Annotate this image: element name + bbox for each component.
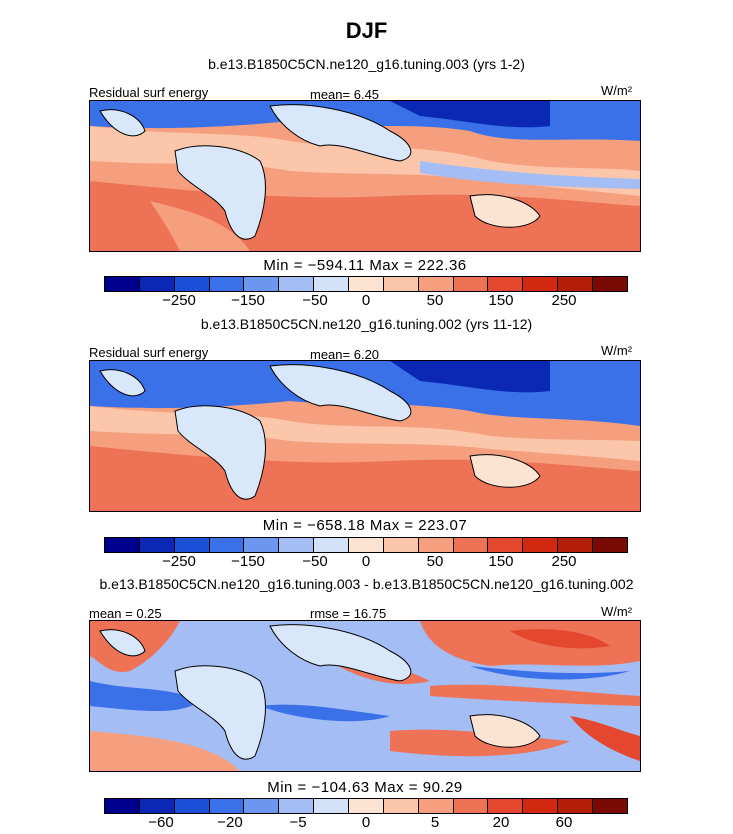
colorbar-swatch bbox=[453, 277, 489, 291]
panel-2-variable-label: Residual surf energy bbox=[89, 345, 209, 360]
panel-1-tick: 0 bbox=[361, 292, 371, 309]
panel-3-map-svg bbox=[90, 621, 640, 771]
panel-3-tick: −20 bbox=[217, 814, 243, 831]
panel-1-tick: −50 bbox=[302, 292, 328, 309]
panel-1-variable-label: Residual surf energy bbox=[89, 85, 209, 100]
colorbar-swatch bbox=[558, 277, 594, 291]
panel-2-tick: 250 bbox=[551, 553, 577, 570]
panel-1-colorbar bbox=[104, 276, 628, 292]
colorbar-swatch bbox=[593, 538, 627, 552]
panel-3-units: W/m² bbox=[601, 604, 633, 619]
colorbar-swatch bbox=[558, 799, 594, 813]
panel-3-tick: 60 bbox=[555, 814, 573, 831]
colorbar-swatch bbox=[383, 538, 419, 552]
colorbar-swatch bbox=[349, 538, 384, 552]
panel-1-map bbox=[89, 100, 641, 252]
panel-2-tick: −50 bbox=[302, 553, 328, 570]
panel-1-tick: 250 bbox=[551, 292, 577, 309]
colorbar-swatch bbox=[105, 277, 140, 291]
colorbar-swatch bbox=[523, 538, 559, 552]
colorbar-swatch bbox=[383, 277, 419, 291]
panel-1-tick: −150 bbox=[231, 292, 265, 309]
panel-1-map-svg bbox=[90, 101, 640, 251]
main-title: DJF bbox=[345, 18, 388, 43]
panel-2-map bbox=[89, 360, 641, 512]
colorbar-swatch bbox=[558, 538, 594, 552]
colorbar-swatch bbox=[523, 277, 559, 291]
colorbar-swatch bbox=[279, 277, 315, 291]
colorbar-swatch bbox=[279, 799, 315, 813]
colorbar-swatch bbox=[244, 799, 280, 813]
colorbar-swatch bbox=[209, 277, 245, 291]
panel-2-mean-label: mean= 6.20 bbox=[310, 347, 380, 362]
panel-3-mean-label: mean = 0.25 bbox=[89, 606, 162, 621]
colorbar-swatch bbox=[523, 799, 559, 813]
panel-3-tick: 20 bbox=[492, 814, 510, 831]
colorbar-swatch bbox=[139, 538, 175, 552]
panel-1-tick: 50 bbox=[426, 292, 444, 309]
colorbar-swatch bbox=[105, 799, 140, 813]
colorbar-swatch bbox=[314, 538, 350, 552]
panel-1-tick: −250 bbox=[162, 292, 196, 309]
panel-3-min-max: Min = −104.63 Max = 90.29 bbox=[267, 779, 463, 796]
colorbar-swatch bbox=[418, 799, 454, 813]
panel-1-mean-label: mean= 6.45 bbox=[310, 87, 380, 102]
panel-3-case-title: b.e13.B1850C5CN.ne120_g16.tuning.003 - b… bbox=[99, 576, 634, 592]
colorbar-swatch bbox=[244, 277, 280, 291]
colorbar-swatch bbox=[139, 799, 175, 813]
panel-3-tick: 5 bbox=[430, 814, 440, 831]
panel-3-tick: 0 bbox=[361, 814, 371, 831]
panel-3-rmse-label: rmse = 16.75 bbox=[310, 606, 387, 621]
panel-2-tick: 150 bbox=[488, 553, 514, 570]
colorbar-swatch bbox=[383, 799, 419, 813]
panel-1-units: W/m² bbox=[601, 83, 633, 98]
panel-2-min-max: Min = −658.18 Max = 223.07 bbox=[262, 517, 468, 534]
panel-3-map bbox=[89, 620, 641, 772]
colorbar-swatch bbox=[418, 538, 454, 552]
panel-3-tick: −60 bbox=[148, 814, 174, 831]
panel-2-colorbar bbox=[104, 537, 628, 553]
colorbar-swatch bbox=[349, 799, 384, 813]
colorbar-swatch bbox=[105, 538, 140, 552]
panel-2-map-svg bbox=[90, 361, 640, 511]
colorbar-swatch bbox=[488, 799, 524, 813]
panel-2-tick-labels: −250 −150 −50 0 50 150 250 bbox=[104, 553, 628, 571]
colorbar-swatch bbox=[349, 277, 384, 291]
colorbar-swatch bbox=[279, 538, 315, 552]
panel-1-case-title: b.e13.B1850C5CN.ne120_g16.tuning.003 (yr… bbox=[208, 56, 525, 72]
colorbar-swatch bbox=[593, 799, 627, 813]
colorbar-swatch bbox=[244, 538, 280, 552]
colorbar-swatch bbox=[314, 799, 350, 813]
colorbar-swatch bbox=[488, 538, 524, 552]
colorbar-swatch bbox=[174, 538, 210, 552]
colorbar-swatch bbox=[593, 277, 627, 291]
colorbar-swatch bbox=[453, 538, 489, 552]
colorbar-swatch bbox=[209, 799, 245, 813]
panel-2-tick: 50 bbox=[426, 553, 444, 570]
colorbar-swatch bbox=[418, 277, 454, 291]
panel-2-case-title: b.e13.B1850C5CN.ne120_g16.tuning.002 (yr… bbox=[200, 316, 533, 332]
panel-2-tick: 0 bbox=[361, 553, 371, 570]
colorbar-swatch bbox=[209, 538, 245, 552]
panel-3-colorbar bbox=[104, 798, 628, 814]
colorbar-swatch bbox=[174, 277, 210, 291]
colorbar-swatch bbox=[314, 277, 350, 291]
panel-1-tick-labels: −250 −150 −50 0 50 150 250 bbox=[104, 292, 628, 310]
panel-1-min-max: Min = −594.11 Max = 222.36 bbox=[263, 257, 467, 274]
colorbar-swatch bbox=[488, 277, 524, 291]
colorbar-swatch bbox=[139, 277, 175, 291]
panel-2-units: W/m² bbox=[601, 343, 633, 358]
panel-2-tick: −250 bbox=[162, 553, 196, 570]
panel-3-tick-labels: −60 −20 −5 0 5 20 60 bbox=[104, 814, 628, 832]
colorbar-swatch bbox=[453, 799, 489, 813]
panel-1-tick: 150 bbox=[488, 292, 514, 309]
colorbar-swatch bbox=[174, 799, 210, 813]
panel-3-tick: −5 bbox=[289, 814, 307, 831]
panel-2-tick: −150 bbox=[231, 553, 265, 570]
